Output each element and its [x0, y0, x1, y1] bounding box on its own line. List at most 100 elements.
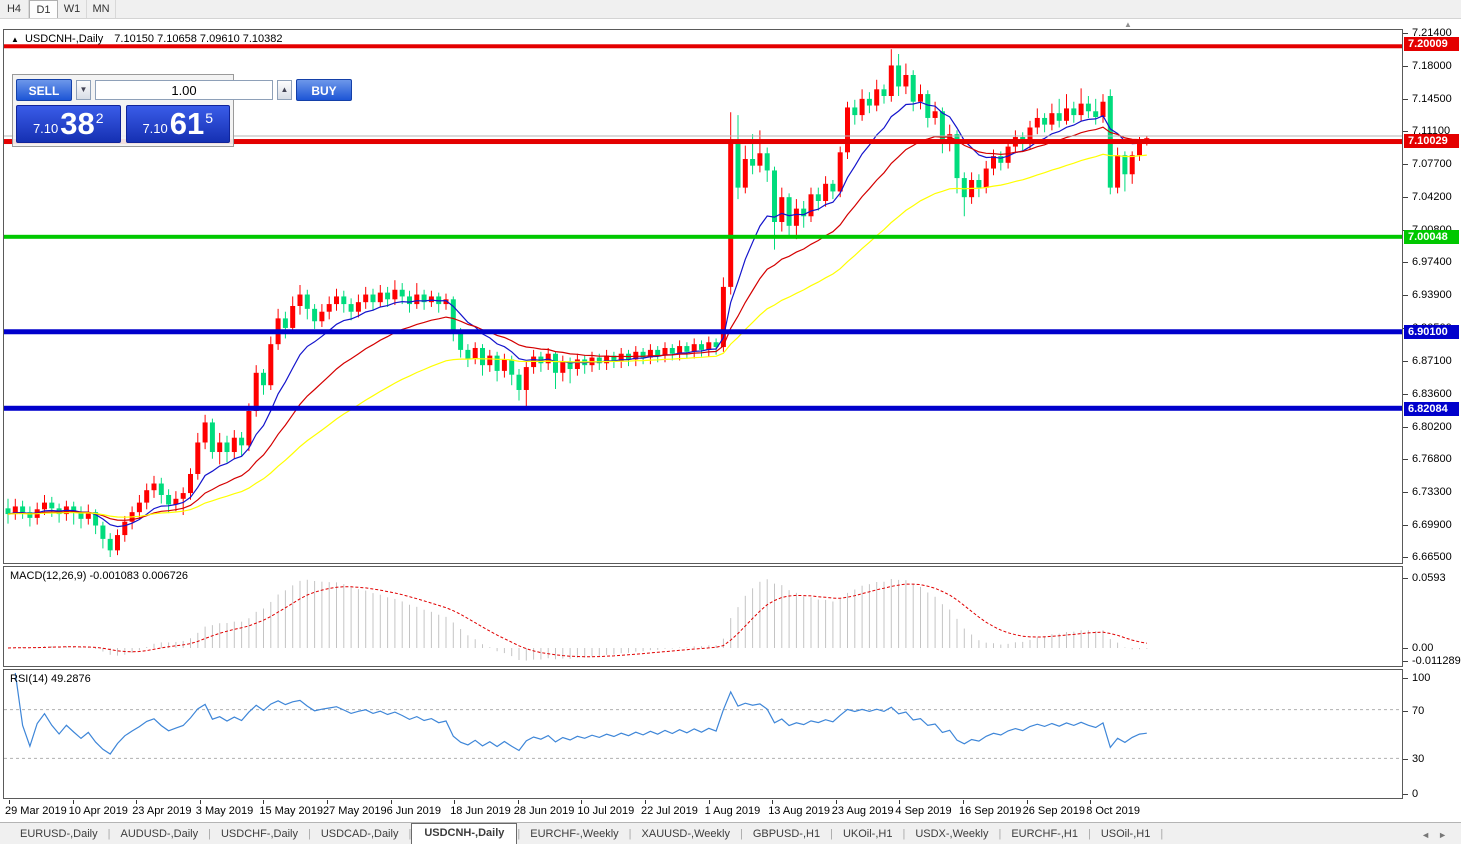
date-tick-mark: [72, 800, 74, 804]
date-label: 16 Sep 2019: [959, 805, 1022, 817]
price-tick-mark: [1403, 557, 1408, 558]
price-tick-mark: [1403, 361, 1408, 362]
date-label: 3 May 2019: [195, 805, 254, 817]
tab-usdchf-daily[interactable]: USDCHF-,Daily: [220, 828, 298, 840]
date-tick-mark: [835, 800, 837, 804]
tab-scroll-right-icon[interactable]: ►: [1438, 830, 1455, 840]
date-axis[interactable]: 29 Mar 2019 10 Apr 2019 23 Apr 2019 3 May 2…: [3, 800, 1403, 821]
price-tick-mark: [1403, 66, 1408, 67]
macd-tick-label: 0.00: [1412, 642, 1434, 654]
price-tick-label: 6.80200: [1412, 421, 1452, 433]
tab-usoil-h1[interactable]: USOil-,H1: [1100, 828, 1151, 840]
rsi-tick-label: 70: [1412, 705, 1425, 717]
sell-price-box[interactable]: 7.10 38 2: [16, 105, 121, 143]
price-tick-label: 7.04200: [1412, 191, 1452, 203]
price-level-badge: 7.10029: [1404, 134, 1459, 148]
date-tick-mark: [199, 800, 201, 804]
date-label: 10 Apr 2019: [68, 805, 128, 817]
macd-tick-label: 0.0593: [1412, 572, 1446, 584]
tab-gbpusd-h1[interactable]: GBPUSD-,H1: [752, 828, 821, 840]
timeframe-button-w1[interactable]: W1: [58, 0, 87, 18]
chart-title: ▲ USDCNH-,Daily 7.10150 7.10658 7.09610 …: [11, 33, 283, 45]
chart-collapse-icon[interactable]: ▲: [1124, 20, 1132, 29]
volume-increase-button[interactable]: ▲: [277, 80, 292, 100]
tab-separator: |: [408, 828, 412, 840]
price-tick-label: 6.73300: [1412, 486, 1452, 498]
tab-scroll-arrows[interactable]: ◄►: [1421, 830, 1455, 840]
price-tick-label: 6.97400: [1412, 256, 1452, 268]
sell-button[interactable]: SELL: [16, 79, 72, 101]
price-level-badge: 7.20009: [1404, 37, 1459, 51]
sell-price-big: 38: [60, 106, 95, 141]
buy-price-box[interactable]: 7.10 61 5: [125, 105, 230, 143]
price-tick-label: 7.18000: [1412, 60, 1452, 72]
date-label: 8 Oct 2019: [1086, 805, 1141, 817]
date-label: 26 Sep 2019: [1022, 805, 1085, 817]
date-label: 18 Jun 2019: [450, 805, 511, 817]
date-label: 29 Mar 2019: [5, 805, 67, 817]
rsi-tick-mark: [1403, 759, 1408, 760]
date-label: 28 Jun 2019: [513, 805, 575, 817]
macd-label: MACD(12,26,9) -0.001083 0.006726: [10, 570, 188, 582]
date-tick-mark: [263, 800, 265, 804]
volume-decrease-button[interactable]: ▼: [76, 80, 91, 100]
chart-marker-icon: ▲: [11, 35, 19, 44]
date-label: 4 Sep 2019: [895, 805, 952, 817]
chart-tab-bar: EURUSD-,Daily | AUDUSD-,Daily | USDCHF-,Dail…: [0, 822, 1461, 844]
date-label: 23 Aug 2019: [831, 805, 894, 817]
date-tick-mark: [327, 800, 328, 804]
tab-separator: |: [902, 828, 906, 840]
macd-tick-mark: [1403, 661, 1408, 662]
price-tick-label: 6.76800: [1412, 453, 1452, 465]
date-tick-mark: [708, 800, 710, 804]
date-tick-mark: [772, 800, 774, 804]
timeframe-button-h4[interactable]: H4: [0, 0, 29, 18]
price-tick-mark: [1403, 427, 1408, 428]
macd-chart: [7, 579, 1148, 661]
timeframe-button-mn[interactable]: MN: [87, 0, 116, 18]
date-tick-mark: [390, 800, 392, 804]
rsi-label: RSI(14) 49.2876: [10, 673, 91, 685]
tab-audusd-daily[interactable]: AUDUSD-,Daily: [120, 828, 199, 840]
date-tick-mark: [9, 800, 10, 804]
main-chart-panel[interactable]: ▲ USDCNH-,Daily 7.10150 7.10658 7.09610 …: [3, 29, 1403, 564]
macd-tick-mark: [1403, 578, 1408, 579]
price-tick-mark: [1403, 33, 1408, 34]
price-tick-mark: [1403, 525, 1408, 526]
chart-symbol-label: USDCNH-,Daily: [24, 33, 104, 45]
tab-separator: |: [628, 828, 632, 840]
tab-eurusd-daily[interactable]: EURUSD-,Daily: [20, 828, 98, 840]
rsi-tick-label: 100: [1412, 672, 1431, 684]
tab-eurchf-weekly[interactable]: EURCHF-,Weekly: [530, 828, 619, 840]
date-tick-mark: [454, 800, 456, 804]
price-tick-mark: [1403, 164, 1408, 165]
volume-input[interactable]: [95, 80, 273, 100]
candlestick-chart[interactable]: [4, 30, 1402, 563]
price-tick-mark: [1403, 262, 1408, 263]
tab-separator: |: [1087, 828, 1091, 840]
price-axis[interactable]: 7.21400 7.18000 7.14500 7.11100 7.07700 7.042…: [1403, 27, 1461, 800]
date-label: 10 Jul 2019: [577, 805, 635, 817]
tab-xauusd-weekly[interactable]: XAUUSD-,Weekly: [641, 828, 730, 840]
tab-eurchf-h1[interactable]: EURCHF-,H1: [1011, 828, 1078, 840]
tab-ukoil-h1[interactable]: UKOil-,H1: [842, 828, 893, 840]
tab-usdx-weekly[interactable]: USDX-,Weekly: [915, 828, 989, 840]
rsi-tick-mark: [1403, 794, 1408, 795]
tab-usdcad-daily[interactable]: USDCAD-,Daily: [320, 828, 399, 840]
chart-ohlc-values: 7.10150 7.10658 7.09610 7.10382: [114, 33, 283, 45]
macd-indicator-panel[interactable]: MACD(12,26,9) -0.001083 0.006726: [3, 566, 1403, 667]
timeframe-button-d1[interactable]: D1: [29, 0, 58, 18]
tab-usdcnh-daily[interactable]: USDCNH-,Daily: [411, 823, 518, 844]
rsi-indicator-panel[interactable]: RSI(14) 49.2876: [3, 669, 1403, 799]
tab-scroll-left-icon[interactable]: ◄: [1421, 830, 1439, 840]
buy-price-prefix: 7.10: [142, 121, 168, 136]
price-tick-mark: [1403, 99, 1408, 100]
price-tick-label: 7.21400: [1412, 27, 1452, 39]
buy-button[interactable]: BUY: [296, 79, 352, 101]
tab-separator: |: [107, 828, 111, 840]
sell-price-prefix: 7.10: [32, 121, 59, 136]
price-level-badge: 6.82084: [1404, 402, 1459, 416]
date-label: 6 Jun 2019: [386, 805, 442, 817]
date-label: 1 Aug 2019: [704, 805, 761, 817]
date-tick-mark: [1090, 800, 1092, 804]
